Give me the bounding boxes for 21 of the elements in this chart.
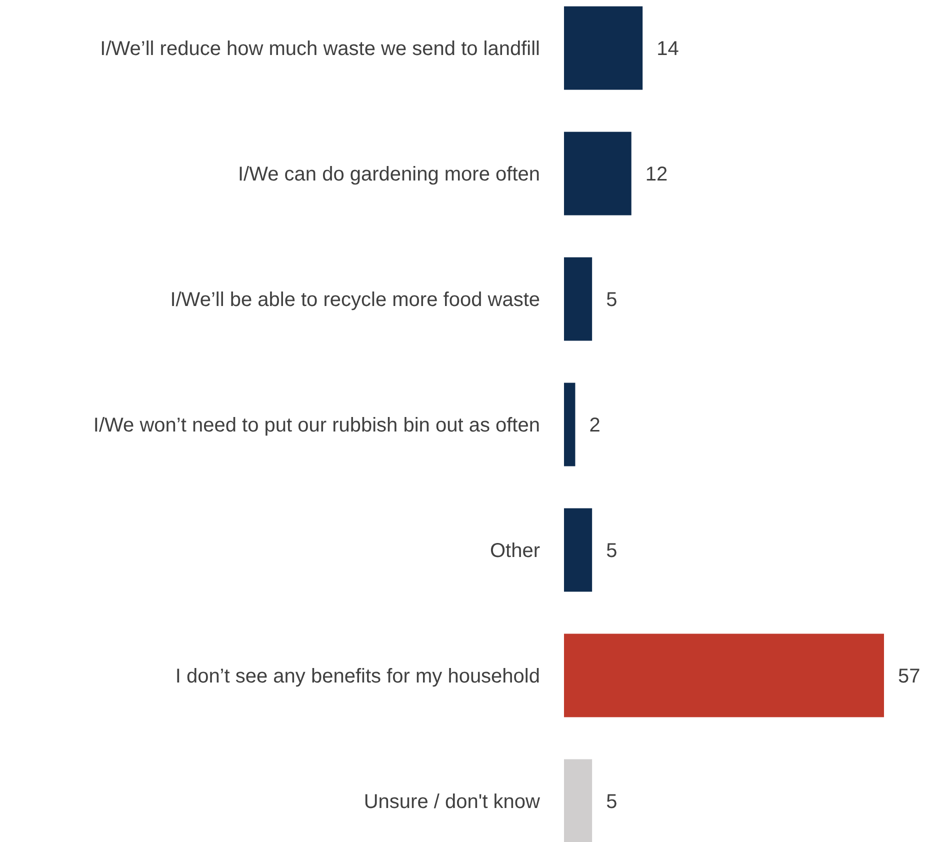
bar	[564, 257, 592, 341]
data-label: 5	[606, 540, 618, 562]
y-tick-label: Other	[490, 540, 540, 562]
data-label: 12	[645, 164, 668, 186]
y-tick-label: I don’t see any benefits for my household	[175, 665, 540, 688]
data-label: 5	[606, 790, 618, 813]
y-tick-label: Unsure / don't know	[364, 790, 541, 813]
bar	[564, 634, 884, 718]
data-label: 14	[656, 38, 679, 60]
y-tick-label: I/We can do gardening more often	[238, 164, 540, 186]
bar	[564, 382, 576, 466]
bar	[564, 759, 592, 842]
data-label: 5	[606, 289, 618, 312]
data-label: 2	[589, 414, 600, 436]
bar	[564, 6, 643, 90]
y-tick-label: I/We won’t need to put our rubbish bin out as often	[93, 414, 540, 436]
y-tick-label: I/We’ll be able to recycle more food waste	[170, 289, 540, 312]
bar	[564, 132, 632, 216]
data-label: 57	[898, 665, 920, 688]
y-tick-label: I/We’ll reduce how much waste we send to landfill	[100, 38, 540, 60]
bar	[564, 508, 592, 592]
